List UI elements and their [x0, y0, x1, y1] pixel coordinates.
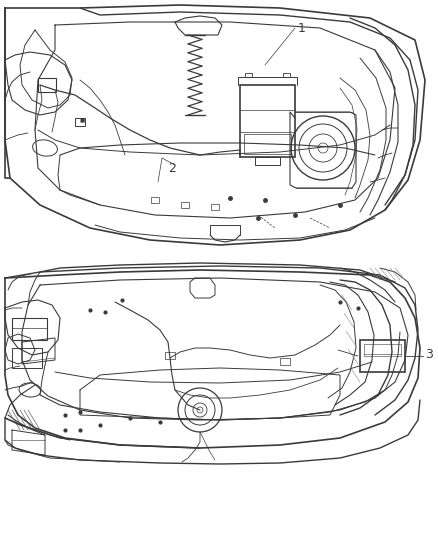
Bar	[165, 352, 175, 359]
Bar	[181, 202, 189, 208]
Bar	[151, 197, 159, 203]
Bar	[211, 204, 219, 210]
Bar	[38, 78, 56, 92]
Text: 3: 3	[425, 348, 433, 360]
Bar	[75, 118, 85, 126]
Bar	[364, 344, 401, 356]
Text: 2: 2	[168, 161, 176, 174]
Bar	[360, 340, 405, 372]
Text: ■: ■	[80, 117, 85, 123]
Bar	[240, 85, 295, 157]
Bar	[280, 358, 290, 365]
Bar	[255, 157, 280, 165]
Text: 1: 1	[298, 21, 306, 35]
Bar	[12, 318, 47, 340]
Bar	[12, 348, 42, 368]
Bar	[244, 134, 291, 154]
